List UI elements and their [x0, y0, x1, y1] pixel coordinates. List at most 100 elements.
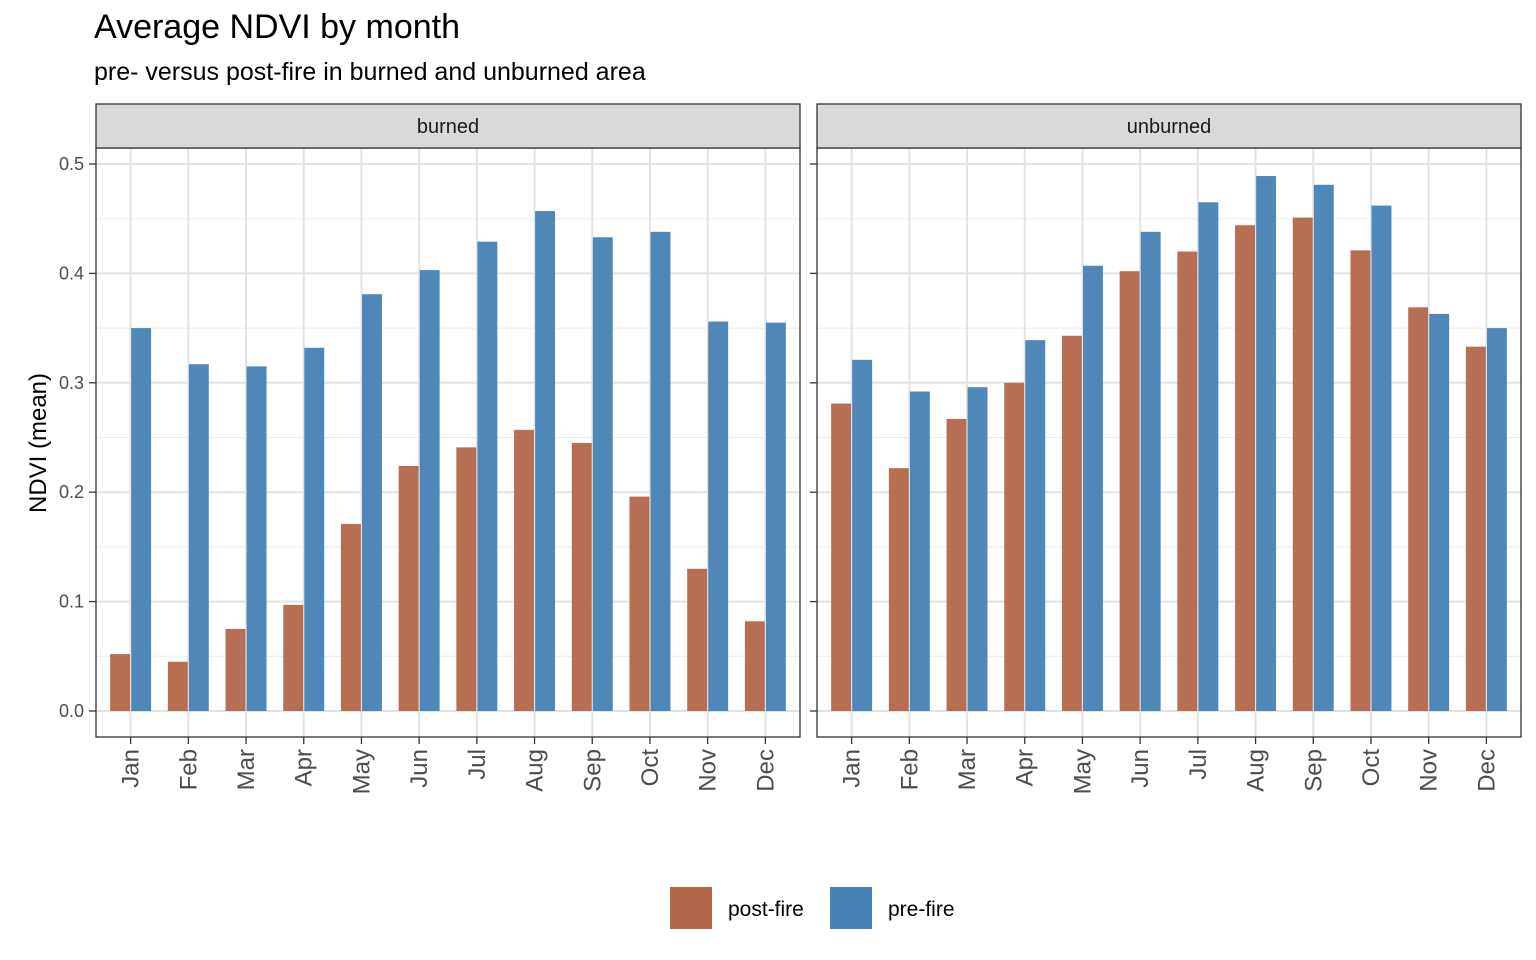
- bar-burned-post-fire-Nov: [687, 568, 708, 711]
- bar-burned-pre-fire-Sep: [592, 237, 613, 711]
- legend-item-pre-fire: pre-fire: [830, 887, 955, 929]
- bar-unburned-post-fire-Apr: [1004, 382, 1025, 711]
- x-tick-label: Jun: [1127, 749, 1154, 788]
- x-tick-label: Sep: [579, 749, 606, 792]
- series-post-fire-burned: [110, 429, 765, 711]
- bar-unburned-post-fire-May: [1061, 335, 1082, 711]
- facet-strip-burned: [95, 103, 801, 149]
- bar-burned-post-fire-Feb: [167, 661, 188, 711]
- bar-burned-pre-fire-Apr: [304, 347, 325, 711]
- y-axis-title: NDVI (mean): [25, 373, 52, 513]
- bar-unburned-pre-fire-Oct: [1371, 205, 1392, 711]
- x-tick-label: Nov: [1416, 749, 1443, 792]
- x-tick-label: Dec: [752, 749, 779, 792]
- series-post-fire-unburned: [831, 217, 1486, 711]
- bar-unburned-pre-fire-Jun: [1140, 231, 1161, 711]
- x-tick-label: Sep: [1300, 749, 1327, 792]
- x-tick-label: Dec: [1473, 749, 1500, 792]
- x-tick-label: Jan: [839, 749, 866, 788]
- bar-unburned-pre-fire-Mar: [967, 387, 988, 711]
- bar-burned-post-fire-Jun: [398, 465, 419, 711]
- facet-strip-unburned: [816, 103, 1522, 149]
- bar-burned-post-fire-Apr: [283, 604, 304, 711]
- bar-burned-pre-fire-Oct: [650, 231, 671, 711]
- bar-unburned-post-fire-Jan: [831, 403, 852, 711]
- bar-burned-post-fire-Oct: [629, 496, 650, 711]
- bar-unburned-post-fire-Feb: [888, 468, 909, 711]
- bar-burned-post-fire-Jul: [456, 447, 477, 711]
- y-tick-label: 0.5: [59, 154, 84, 174]
- bar-unburned-post-fire-Mar: [946, 418, 967, 711]
- panel-unburned: unburned Jan Feb Mar Apr May Jun Jul Aug Sep Oct No…: [816, 103, 1522, 794]
- bar-burned-post-fire-Mar: [225, 628, 246, 711]
- bar-burned-pre-fire-Jul: [477, 241, 498, 711]
- legend-key: [830, 887, 872, 929]
- bar-unburned-pre-fire-Jan: [852, 359, 873, 711]
- bar-unburned-pre-fire-Jul: [1198, 202, 1219, 712]
- y-axis: 0.0 0.1 0.2 0.3 0.4 0.5: [59, 154, 817, 721]
- bar-burned-post-fire-Dec: [744, 621, 765, 711]
- x-tick-label: Mar: [233, 749, 260, 790]
- bar-unburned-post-fire-Jun: [1119, 271, 1140, 711]
- bar-unburned-pre-fire-Sep: [1313, 184, 1334, 711]
- chart-subtitle: pre- versus post-fire in burned and unbu…: [94, 58, 646, 86]
- bar-burned-pre-fire-Aug: [535, 211, 556, 712]
- y-tick-label: 0.1: [59, 592, 84, 612]
- series-pre-fire-unburned: [852, 176, 1507, 712]
- bar-unburned-post-fire-Sep: [1292, 217, 1313, 711]
- bar-burned-pre-fire-Jan: [131, 328, 152, 711]
- bar-unburned-pre-fire-Apr: [1025, 340, 1046, 711]
- bar-burned-pre-fire-Jun: [419, 270, 440, 711]
- x-tick-label: Jul: [1185, 749, 1212, 780]
- x-tick-label: Jan: [118, 749, 145, 788]
- bar-burned-pre-fire-May: [362, 294, 382, 711]
- legend: post-fire pre-fire: [670, 887, 955, 929]
- bar-burned-pre-fire-Dec: [765, 322, 786, 711]
- facet-panels: burned Jan Feb Mar Apr May Jun Jul Aug Sep Oct Nov D…: [95, 103, 1522, 794]
- x-tick-label: Mar: [954, 749, 981, 790]
- bar-unburned-post-fire-Jul: [1177, 251, 1198, 711]
- x-tick-label: Feb: [175, 749, 202, 790]
- y-tick-label: 0.4: [59, 263, 84, 283]
- bar-burned-post-fire-Aug: [514, 429, 534, 711]
- bar-burned-pre-fire-Nov: [708, 321, 729, 711]
- x-tick-label: Jul: [464, 749, 491, 780]
- facet-strip-label: burned: [417, 116, 479, 138]
- y-tick-label: 0.2: [59, 482, 84, 502]
- x-tick-label: Feb: [896, 749, 923, 790]
- bar-unburned-pre-fire-Dec: [1486, 328, 1507, 711]
- x-tick-label: Oct: [1358, 749, 1385, 787]
- x-tick-label: May: [1069, 749, 1096, 794]
- x-tick-label: May: [348, 749, 375, 794]
- x-tick-label: Apr: [1012, 749, 1039, 786]
- x-tick-label: Apr: [291, 749, 318, 786]
- facet-strip-label: unburned: [1127, 116, 1212, 138]
- panel-burned: burned Jan Feb Mar Apr May Jun Jul Aug Sep Oct Nov D…: [95, 103, 801, 794]
- bar-unburned-post-fire-Oct: [1350, 250, 1371, 711]
- x-tick-label: Oct: [637, 749, 664, 787]
- bar-unburned-post-fire-Dec: [1465, 346, 1486, 711]
- legend-label: pre-fire: [888, 898, 955, 921]
- bar-unburned-post-fire-Aug: [1235, 225, 1255, 711]
- bar-burned-post-fire-Sep: [571, 442, 592, 711]
- legend-label: post-fire: [728, 898, 804, 921]
- x-tick-label: Jun: [406, 749, 433, 788]
- x-tick-label: Nov: [695, 749, 722, 792]
- legend-key: [670, 887, 712, 929]
- x-tick-label: Aug: [1243, 749, 1270, 792]
- panel-background: [817, 148, 1521, 737]
- panel-background: [96, 148, 800, 737]
- bar-burned-post-fire-Jan: [110, 654, 131, 711]
- x-tick-label: Aug: [522, 749, 549, 792]
- bar-unburned-pre-fire-May: [1083, 265, 1103, 711]
- bar-burned-pre-fire-Feb: [188, 364, 209, 711]
- bar-unburned-pre-fire-Nov: [1429, 313, 1450, 711]
- y-tick-label: 0.0: [59, 701, 84, 721]
- bar-unburned-post-fire-Nov: [1408, 307, 1429, 711]
- bar-unburned-pre-fire-Feb: [909, 391, 930, 711]
- chart-title: Average NDVI by month: [94, 8, 460, 46]
- y-tick-label: 0.3: [59, 373, 84, 393]
- series-pre-fire-burned: [131, 211, 786, 712]
- bar-burned-post-fire-May: [340, 523, 361, 711]
